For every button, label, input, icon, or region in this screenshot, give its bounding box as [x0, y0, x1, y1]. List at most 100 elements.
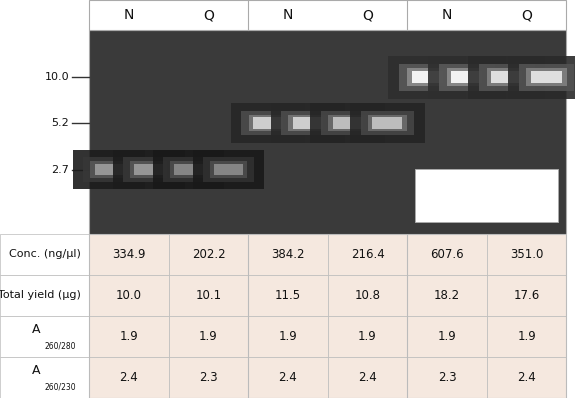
Bar [487, 275, 566, 316]
Bar [407, 68, 447, 86]
Text: 1.9: 1.9 [438, 330, 457, 343]
Text: 1.9: 1.9 [199, 330, 218, 343]
Text: 1.9: 1.9 [518, 330, 536, 343]
Bar [350, 103, 425, 142]
Bar [89, 275, 168, 316]
Text: N: N [124, 8, 134, 22]
Text: 334.9: 334.9 [112, 248, 145, 261]
Text: Q: Q [203, 8, 214, 22]
Text: N: N [283, 8, 293, 22]
Bar [89, 357, 168, 398]
Bar [328, 275, 407, 316]
Text: 2.4: 2.4 [518, 371, 536, 384]
Bar [0, 275, 89, 316]
Bar [89, 0, 566, 30]
Bar [253, 117, 283, 129]
Text: 2.7: 2.7 [51, 165, 69, 175]
Text: Q: Q [362, 8, 373, 22]
Bar [214, 164, 243, 176]
Text: 2.7 kb: 2.7 kb [147, 7, 190, 21]
Text: 2.4: 2.4 [120, 371, 138, 384]
Bar [113, 150, 185, 189]
Bar [487, 316, 566, 357]
Bar [0, 316, 89, 357]
Text: 1.9: 1.9 [120, 330, 138, 343]
Bar [89, 234, 168, 275]
Text: 10.0: 10.0 [44, 72, 69, 82]
Bar [388, 56, 466, 99]
Bar [531, 71, 562, 83]
Text: 2.3: 2.3 [438, 371, 457, 384]
Bar [328, 316, 407, 357]
Bar [289, 115, 327, 131]
Bar [407, 234, 487, 275]
Bar [248, 275, 328, 316]
Bar [0, 234, 89, 275]
Bar [231, 103, 305, 142]
Bar [95, 164, 123, 176]
Bar [439, 64, 495, 91]
Bar [168, 234, 248, 275]
Bar [168, 275, 248, 316]
Text: Q – Qiagen: Q – Qiagen [427, 200, 492, 213]
Bar [153, 150, 224, 189]
Bar [210, 161, 247, 178]
Bar [73, 150, 145, 189]
Bar [248, 234, 328, 275]
Text: 607.6: 607.6 [430, 248, 464, 261]
Text: Conc. (ng/µl): Conc. (ng/µl) [9, 249, 80, 259]
Text: 351.0: 351.0 [510, 248, 543, 261]
Bar [407, 275, 487, 316]
Text: 10 kb: 10 kb [467, 7, 507, 21]
Bar [526, 68, 566, 86]
Text: 10.0: 10.0 [116, 289, 142, 302]
Bar [479, 64, 535, 91]
Bar [163, 158, 214, 182]
Bar [328, 234, 407, 275]
Text: 18.2: 18.2 [434, 289, 460, 302]
Bar [428, 56, 506, 99]
Bar [333, 117, 363, 129]
Bar [249, 115, 288, 131]
Text: 384.2: 384.2 [271, 248, 305, 261]
Bar [447, 68, 487, 86]
Bar [399, 64, 455, 91]
Bar [486, 68, 527, 86]
Bar [293, 117, 323, 129]
Text: Total yield (µg): Total yield (µg) [0, 291, 81, 300]
Bar [368, 115, 407, 131]
Bar [193, 150, 264, 189]
Text: 11.5: 11.5 [275, 289, 301, 302]
Bar [123, 158, 175, 182]
Bar [248, 357, 328, 398]
Text: 2.4: 2.4 [358, 371, 377, 384]
Bar [271, 103, 345, 142]
Text: 1.9: 1.9 [279, 330, 297, 343]
Bar [89, 234, 566, 398]
Bar [168, 357, 248, 398]
Bar [407, 357, 487, 398]
Bar [415, 169, 558, 222]
Text: 17.6: 17.6 [513, 289, 540, 302]
Bar [90, 161, 128, 178]
Bar [89, 316, 168, 357]
Text: A: A [32, 365, 40, 377]
Text: 5.2 kb: 5.2 kb [306, 7, 350, 21]
Text: N: N [442, 8, 453, 22]
Text: 260/280: 260/280 [45, 342, 76, 351]
Bar [361, 111, 414, 135]
Bar [328, 115, 367, 131]
Text: 2.3: 2.3 [199, 371, 218, 384]
Bar [519, 64, 574, 91]
Bar [468, 56, 546, 99]
Text: N – NEB: N – NEB [427, 178, 473, 191]
Bar [487, 234, 566, 275]
Bar [281, 111, 335, 135]
Bar [328, 357, 407, 398]
Bar [130, 161, 167, 178]
Text: Q: Q [521, 8, 532, 22]
Bar [89, 30, 566, 234]
Bar [487, 357, 566, 398]
Text: 2.4: 2.4 [279, 371, 297, 384]
Text: 260/230: 260/230 [45, 383, 76, 392]
